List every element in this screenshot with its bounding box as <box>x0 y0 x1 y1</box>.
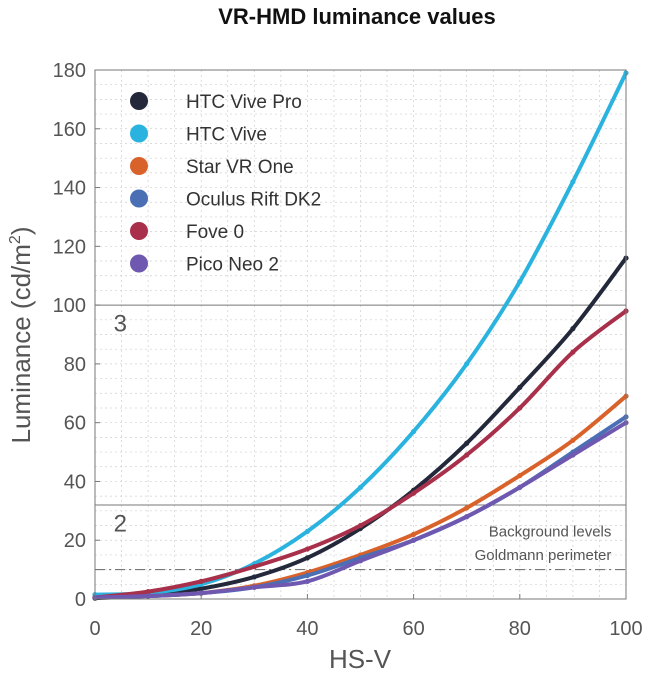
ticks: 0 20 40 60 80 100 0 20 40 60 80 100 120 140 160 180 <box>53 60 643 640</box>
y-tick-label: 140 <box>53 178 86 200</box>
series-line <box>93 308 628 600</box>
data-point <box>570 179 576 185</box>
legend-marker <box>130 124 148 143</box>
data-point <box>357 522 364 529</box>
x-tick-label: 80 <box>509 618 531 640</box>
y-axis-label-superscript: 2 <box>7 235 24 244</box>
data-point <box>464 514 470 520</box>
data-point <box>517 484 523 490</box>
y-tick-label: 60 <box>64 413 86 435</box>
x-axis-label: HS-V <box>329 644 392 674</box>
data-point <box>570 452 576 458</box>
data-point <box>464 452 470 458</box>
plot-frame <box>94 69 627 600</box>
data-point <box>198 578 204 584</box>
y-tick-label: 80 <box>64 354 86 376</box>
data-point <box>570 349 576 355</box>
grid <box>95 70 626 599</box>
legend: HTC Vive Pro HTC Vive Star VR One Oculus Ri… <box>130 92 321 276</box>
zone-label: 2 <box>114 510 127 537</box>
data-point <box>517 405 523 411</box>
data-point <box>145 589 151 595</box>
annotation-text: Goldmann perimeter <box>475 547 612 564</box>
data-point <box>411 531 417 537</box>
y-tick-label: 160 <box>53 119 86 141</box>
reference-lines <box>95 304 626 571</box>
data-point <box>304 572 310 579</box>
y-tick-label: 180 <box>53 60 86 82</box>
data-point <box>357 558 364 564</box>
legend-label: Fove 0 <box>186 222 244 243</box>
legend-label: Star VR One <box>186 157 294 178</box>
annotation-text: Background levels <box>489 523 612 540</box>
data-point <box>198 590 204 596</box>
data-point <box>198 586 204 592</box>
data-point <box>464 361 470 367</box>
data-point <box>411 428 417 435</box>
data-point <box>411 490 417 496</box>
legend-label: HTC Vive Pro <box>186 92 302 113</box>
chart-title: VR-HMD luminance values <box>218 4 496 29</box>
y-tick-label: 0 <box>75 589 86 611</box>
data-point <box>570 326 576 332</box>
y-axis-label-main: Luminance (cd/m <box>6 244 36 443</box>
y-tick-label: 20 <box>64 530 86 552</box>
legend-marker <box>130 254 148 273</box>
legend-label: Oculus Rift DK2 <box>186 190 321 211</box>
data-point <box>251 564 257 570</box>
data-point <box>304 578 310 584</box>
data-point <box>251 574 257 580</box>
y-tick-label: 40 <box>64 471 86 493</box>
legend-marker <box>130 222 148 240</box>
y-axis-label: Luminance (cd/m2) <box>6 227 36 444</box>
data-point <box>517 279 523 285</box>
x-tick-label: 40 <box>296 618 318 640</box>
x-tick-label: 0 <box>89 618 100 640</box>
x-tick-label: 20 <box>190 618 212 640</box>
data-point <box>464 505 470 511</box>
y-tick-label: 100 <box>53 295 86 317</box>
annotations: 3 2 Background levels Goldmann perimeter <box>114 311 612 564</box>
data-point <box>304 546 310 552</box>
legend-label: HTC Vive <box>186 125 267 146</box>
data-point <box>464 440 470 446</box>
data-point <box>251 584 257 590</box>
x-tick-label: 60 <box>402 618 424 640</box>
data-point <box>145 593 151 599</box>
data-point <box>304 555 310 561</box>
legend-marker <box>130 157 148 175</box>
data-point <box>411 537 417 543</box>
data-point <box>304 528 310 535</box>
data-point <box>517 472 523 479</box>
data-point <box>570 437 576 443</box>
legend-marker <box>130 189 148 208</box>
data-point <box>517 384 523 390</box>
y-tick-label: 120 <box>53 236 86 258</box>
x-tick-label: 100 <box>609 618 642 640</box>
data-point <box>357 484 364 490</box>
y-axis-label-suffix: ) <box>6 227 36 236</box>
legend-label: Pico Neo 2 <box>186 255 279 276</box>
zone-label: 3 <box>114 311 127 338</box>
series-layer <box>92 70 629 601</box>
legend-marker <box>130 92 148 110</box>
